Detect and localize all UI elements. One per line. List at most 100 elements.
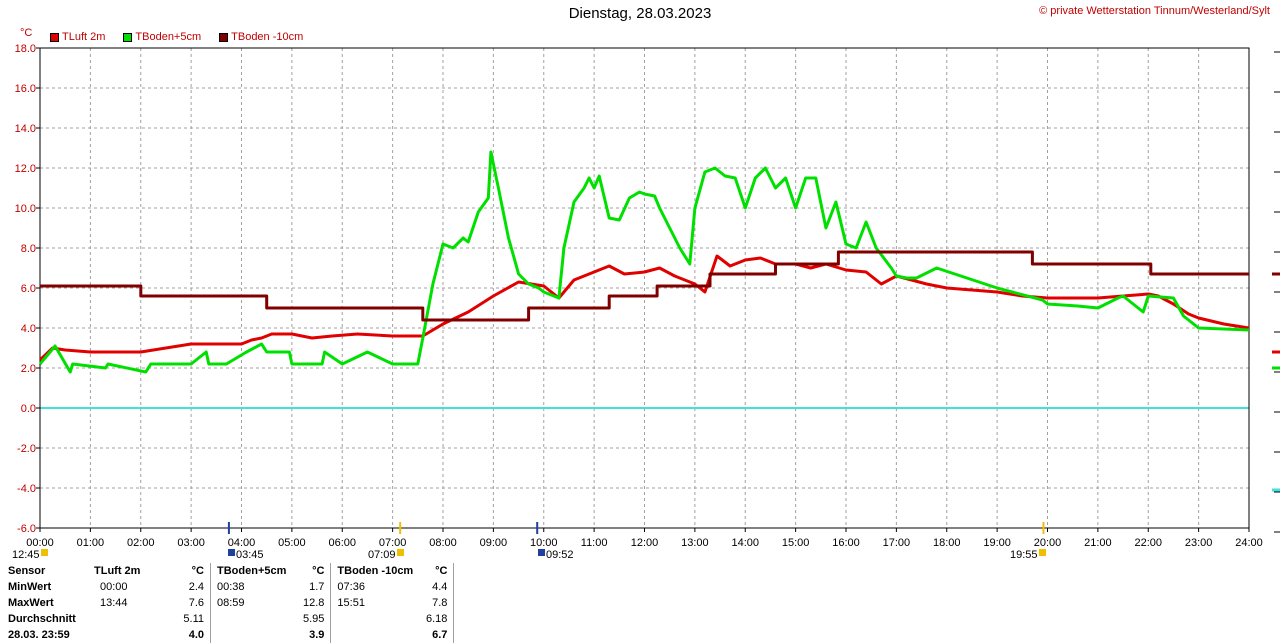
legend-item-tluft: TLuft 2m — [50, 31, 105, 43]
legend-label-tluft: TLuft 2m — [62, 31, 106, 43]
stats-cell-time — [210, 627, 303, 643]
chart-title: Dienstag, 28.03.2023 — [568, 5, 712, 22]
y-tick-label: 8.0 — [21, 243, 36, 255]
y-tick-label: -6.0 — [17, 523, 36, 535]
stats-cell-time — [330, 627, 420, 643]
stats-header-tboden10: TBoden -10cm — [330, 563, 420, 579]
stats-cell-time: 08:59 — [210, 595, 303, 611]
y-tick-label: 6.0 — [21, 283, 36, 295]
stats-row-current: 28.03. 23:59 4.0 3.9 6.7 — [0, 627, 465, 643]
x-tick-label: 18:00 — [933, 537, 961, 549]
stats-cell-value: 1.7 — [309, 580, 325, 593]
stats-row-min: MinWert 00:00 2.4 00:38 1.7 07:36 4.4 — [0, 579, 465, 595]
y-tick-label: 10.0 — [15, 203, 36, 215]
stats-row-max: MaxWert 13:44 7.6 08:59 12.8 15:51 7.8 — [0, 595, 465, 611]
y-tick-label: -2.0 — [17, 443, 36, 455]
x-tick-label: 00:00 — [26, 537, 54, 549]
legend-item-tboden10: TBoden -10cm — [219, 31, 303, 43]
y-axis-unit: °C — [20, 27, 33, 39]
marker-label: 12:45 — [12, 549, 40, 561]
stats-row-label: 28.03. 23:59 — [8, 628, 70, 641]
stats-cell-time: 13:44 — [100, 596, 128, 609]
stats-cell-value: 12.8 — [303, 596, 325, 609]
y-tick-label: -4.0 — [17, 483, 36, 495]
x-tick-label: 23:00 — [1185, 537, 1213, 549]
x-tick-label: 05:00 — [278, 537, 306, 549]
x-tick-label: 09:00 — [480, 537, 508, 549]
moon-rise-icon — [228, 549, 235, 556]
stats-cell-value: 7.6 — [188, 596, 204, 609]
stats-header-tboden5: TBoden+5cm — [210, 563, 303, 579]
y-tick-label: 12.0 — [15, 163, 36, 175]
y-tick-label: 2.0 — [21, 363, 36, 375]
stats-cell-value: 3.9 — [309, 628, 325, 641]
y-tick-label: 18.0 — [15, 43, 36, 55]
x-tick-label: 22:00 — [1134, 537, 1162, 549]
series-line-tboden5 — [38, 150, 1250, 374]
temperature-chart: 18.0 16.0 14.0 12.0 10.0 8.0 6.0 4.0 2.0 0.0 -2.0 -… — [12, 43, 1280, 561]
y-tick-label: 4.0 — [21, 323, 36, 335]
x-tick-label: 24:00 — [1235, 537, 1263, 549]
marker-label: 07:09 — [368, 549, 396, 561]
x-tick-label: 17:00 — [883, 537, 911, 549]
credit-text: © private Wetterstation Tinnum/Westerlan… — [1039, 5, 1270, 17]
legend-swatch-tluft — [50, 32, 59, 42]
stats-cell-time: 07:36 — [330, 579, 420, 595]
stats-cell-value: 2.4 — [188, 580, 204, 593]
stats-row-label: MaxWert — [8, 596, 54, 609]
stats-header-row: Sensor TLuft 2m °C TBoden+5cm °C TBoden … — [0, 563, 465, 579]
moon-icon — [538, 549, 545, 556]
x-tick-label: 15:00 — [782, 537, 810, 549]
plot-frame — [39, 47, 1250, 529]
x-tick-label: 07:00 — [379, 537, 407, 549]
stats-row-label: Durchschnitt — [8, 612, 76, 625]
x-tick-label: 16:00 — [832, 537, 860, 549]
stats-header-unit2: °C — [312, 564, 325, 577]
x-tick-label: 12:00 — [631, 537, 659, 549]
stats-header-sensor: Sensor — [8, 564, 46, 577]
y-tick-label: 16.0 — [15, 83, 36, 95]
x-tick-label: 02:00 — [127, 537, 155, 549]
x-tick-label: 04:00 — [228, 537, 256, 549]
sunset-icon — [1039, 549, 1046, 556]
stats-cell-time: 15:51 — [330, 595, 420, 611]
x-tick-label: 11:00 — [581, 537, 608, 549]
stats-header-unit3: °C — [435, 564, 448, 577]
stats-cell-value: 5.11 — [183, 612, 204, 625]
stats-cell-value: 4.4 — [432, 580, 448, 593]
stats-cell-value: 7.8 — [432, 596, 448, 609]
statistics-table: Sensor TLuft 2m °C TBoden+5cm °C TBoden … — [0, 563, 1280, 643]
stats-cell-time — [210, 611, 303, 627]
x-tick-label: 13:00 — [681, 537, 709, 549]
stats-cell-value: 4.0 — [188, 628, 204, 641]
y-tick-label: 14.0 — [15, 123, 36, 135]
x-tick-label: 08:00 — [429, 537, 457, 549]
y-tick-label: 0.0 — [21, 403, 36, 415]
x-tick-label: 06:00 — [328, 537, 356, 549]
x-tick-label: 21:00 — [1084, 537, 1112, 549]
marker-label: 19:55 — [1010, 549, 1038, 561]
x-tick-label: 19:00 — [983, 537, 1011, 549]
legend-label-tboden10: TBoden -10cm — [231, 31, 304, 43]
moon-set-icon — [41, 549, 48, 556]
stats-header-tluft: TLuft 2m — [94, 564, 141, 577]
legend-item-tboden5: TBoden+5cm — [123, 31, 201, 43]
x-tick-label: 01:00 — [77, 537, 105, 549]
sunrise-icon — [397, 549, 404, 556]
stats-cell-time: 00:00 — [100, 580, 128, 593]
x-tick-label: 14:00 — [731, 537, 759, 549]
stats-row-label: MinWert — [8, 580, 52, 593]
marker-label: 09:52 — [546, 549, 574, 561]
stats-cell-time: 00:38 — [210, 579, 303, 595]
series-line-tboden10 — [40, 250, 1249, 322]
x-tick-label: 03:00 — [177, 537, 205, 549]
stats-cell-value: 6.18 — [426, 612, 448, 625]
stats-header-unit1: °C — [191, 564, 204, 577]
legend-swatch-tboden10 — [219, 32, 229, 42]
x-tick-label: 10:00 — [530, 537, 558, 549]
marker-label: 03:45 — [236, 549, 264, 561]
stats-row-average: Durchschnitt 5.11 5.95 6.18 — [0, 611, 465, 627]
legend: TLuft 2m TBoden+5cm TBoden -10cm — [50, 31, 303, 43]
stats-cell-time — [94, 611, 174, 627]
legend-swatch-tboden5 — [123, 32, 133, 42]
